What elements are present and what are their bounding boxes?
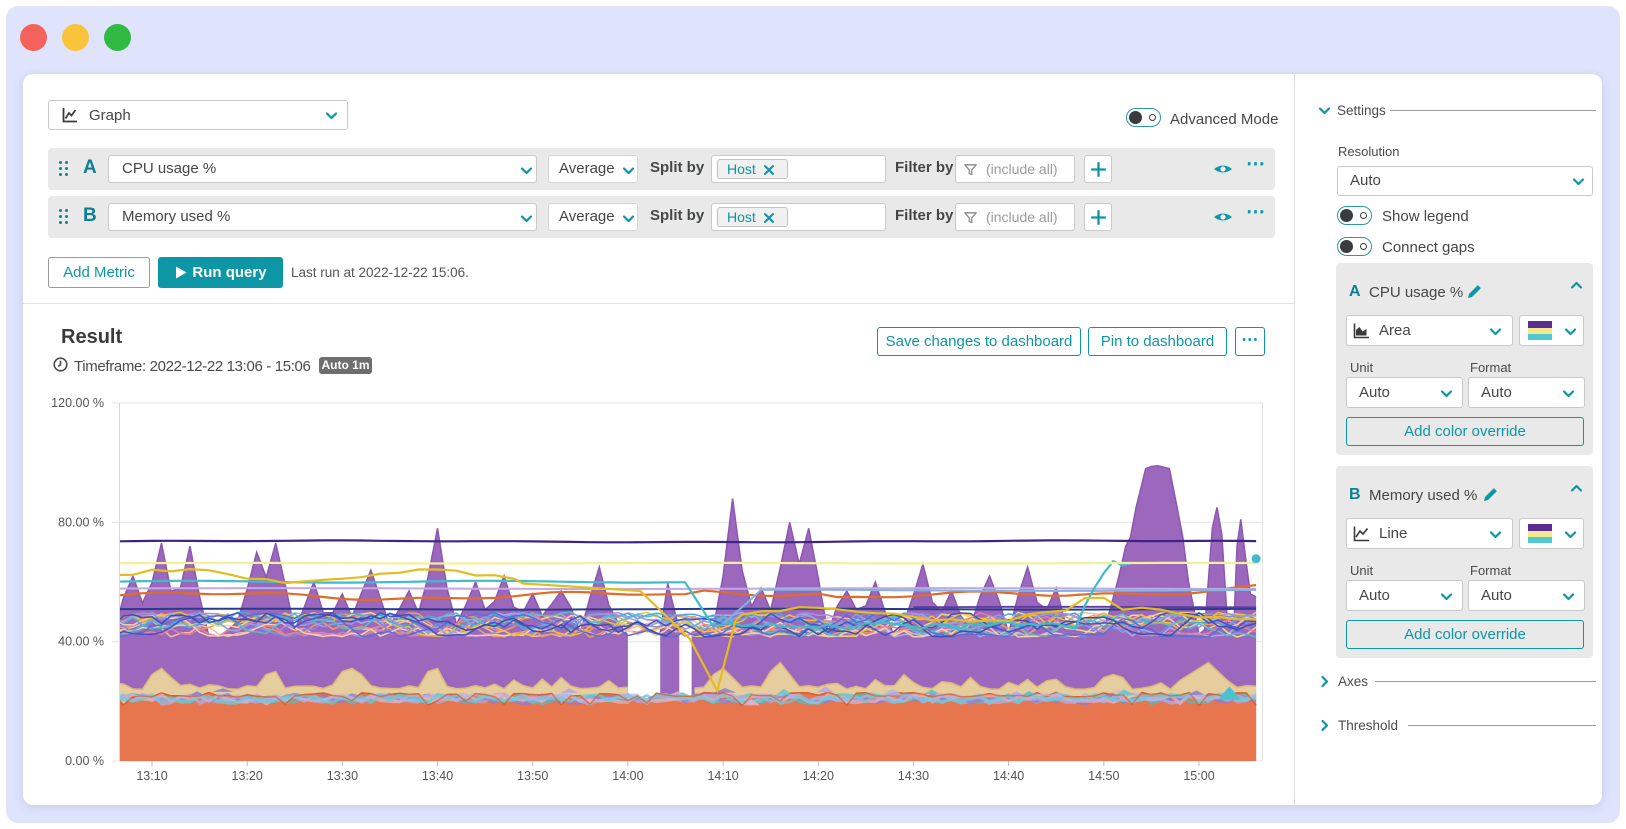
svg-text:14:20: 14:20: [803, 769, 834, 783]
svg-text:13:30: 13:30: [327, 769, 358, 783]
svg-text:13:50: 13:50: [517, 769, 548, 783]
svg-text:13:40: 13:40: [422, 769, 453, 783]
svg-text:13:20: 13:20: [232, 769, 263, 783]
svg-text:0.00 %: 0.00 %: [65, 754, 104, 768]
svg-text:14:50: 14:50: [1088, 769, 1119, 783]
svg-text:14:00: 14:00: [612, 769, 643, 783]
svg-text:15:00: 15:00: [1183, 769, 1214, 783]
svg-text:14:30: 14:30: [898, 769, 929, 783]
svg-text:120.00 %: 120.00 %: [51, 396, 104, 410]
svg-text:14:10: 14:10: [707, 769, 738, 783]
svg-text:14:40: 14:40: [993, 769, 1024, 783]
svg-text:40.00 %: 40.00 %: [58, 635, 104, 649]
svg-text:80.00 %: 80.00 %: [58, 515, 104, 529]
svg-text:13:10: 13:10: [136, 769, 167, 783]
